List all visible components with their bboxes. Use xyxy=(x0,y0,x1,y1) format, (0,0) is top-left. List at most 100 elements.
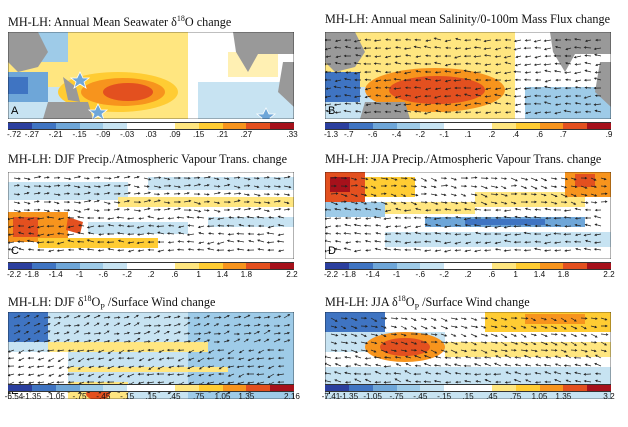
vector-arrow xyxy=(373,39,382,42)
vector-arrow xyxy=(600,185,607,188)
vector-arrow xyxy=(574,217,582,220)
vector-arrow xyxy=(514,110,522,113)
colorbar-tick-label: -.2 xyxy=(122,270,132,279)
vector-arrow xyxy=(444,87,452,91)
vector-arrow xyxy=(500,185,507,189)
colorbar-segment xyxy=(372,384,397,392)
vector-arrow xyxy=(118,349,125,354)
vector-arrow xyxy=(330,201,339,206)
vector-arrow xyxy=(494,93,502,97)
vector-arrow xyxy=(360,201,368,205)
vector-arrow xyxy=(580,201,589,204)
vector-arrow xyxy=(344,356,352,359)
vector-arrow xyxy=(390,193,397,197)
vector-arrow xyxy=(463,86,472,90)
vector-arrow xyxy=(57,217,65,221)
vector-arrow xyxy=(67,381,75,384)
vector-arrow xyxy=(350,193,359,197)
vector-arrow xyxy=(430,317,437,321)
vector-arrow xyxy=(593,86,602,90)
vector-arrow xyxy=(590,325,598,329)
vector-arrow xyxy=(524,241,532,244)
vector-arrow xyxy=(490,341,499,344)
vector-arrow xyxy=(107,223,115,227)
colorbar-segment xyxy=(396,262,421,270)
vector-arrow xyxy=(435,102,442,106)
vector-arrow xyxy=(393,372,402,375)
vector-arrow xyxy=(463,364,472,368)
vector-arrow xyxy=(393,109,402,113)
colorbar-segment xyxy=(270,122,295,130)
vector-arrow xyxy=(434,355,442,359)
vector-arrow xyxy=(256,215,265,219)
vector-arrow xyxy=(593,47,602,51)
vector-arrow xyxy=(415,103,422,107)
vector-arrow xyxy=(355,54,362,57)
vector-arrow xyxy=(267,365,275,369)
vector-arrow xyxy=(470,317,478,321)
vector-arrow xyxy=(27,373,35,377)
vector-arrow xyxy=(474,356,482,360)
vector-arrow xyxy=(564,240,572,244)
colorbar-c xyxy=(8,262,295,270)
vector-arrow xyxy=(27,349,35,352)
vector-arrow xyxy=(384,47,392,50)
vector-arrow xyxy=(18,216,25,219)
vector-arrow xyxy=(484,249,492,252)
vector-arrow xyxy=(490,177,498,180)
vector-arrow xyxy=(103,208,111,212)
vector-arrow xyxy=(534,381,542,384)
vector-arrow xyxy=(136,225,145,229)
vector-arrow xyxy=(500,349,508,353)
vector-arrow xyxy=(266,241,275,244)
vector-arrow xyxy=(233,185,241,189)
vector-arrow xyxy=(563,233,572,236)
colorbar-segment xyxy=(174,384,200,392)
vector-arrow xyxy=(463,54,472,58)
vector-arrow xyxy=(430,340,438,344)
vector-arrow xyxy=(127,233,135,236)
vector-arrow xyxy=(247,381,255,385)
vector-arrow xyxy=(77,357,85,363)
vector-arrow xyxy=(218,357,225,361)
vector-arrow xyxy=(475,380,482,383)
vector-arrow xyxy=(504,381,512,384)
vector-arrow xyxy=(544,95,552,98)
vector-arrow xyxy=(97,224,105,228)
vector-arrow xyxy=(143,316,152,319)
vector-arrow xyxy=(53,331,60,335)
vector-arrow xyxy=(243,177,251,181)
vector-arrow xyxy=(513,240,522,244)
vector-arrow xyxy=(563,216,572,219)
colorbar-tick-label: -1.4 xyxy=(48,270,63,279)
vector-arrow xyxy=(48,373,55,377)
vector-arrow xyxy=(8,225,15,229)
vector-arrow xyxy=(253,201,262,204)
vector-arrow xyxy=(383,381,392,384)
vector-arrow xyxy=(334,111,342,114)
vector-arrow xyxy=(86,239,95,243)
vector-arrow xyxy=(163,315,172,319)
vector-arrow xyxy=(594,208,602,212)
vector-arrow xyxy=(480,185,488,190)
vector-arrow xyxy=(257,349,265,354)
vector-arrow xyxy=(353,231,362,235)
vector-arrow xyxy=(440,201,448,204)
vector-arrow xyxy=(236,247,245,251)
vector-arrow xyxy=(17,224,25,228)
vector-arrow xyxy=(445,381,452,384)
vector-arrow xyxy=(540,349,549,352)
vector-arrow xyxy=(550,349,558,352)
vector-arrow xyxy=(325,55,332,58)
vector-arrow xyxy=(414,355,422,359)
panel-a: MH-LH: Annual Mean Seawater δ18O change xyxy=(7,12,308,147)
vector-arrow xyxy=(520,177,529,181)
vector-arrow xyxy=(570,325,578,330)
vector-arrow xyxy=(344,45,352,49)
vector-arrow xyxy=(350,341,358,345)
vector-arrow xyxy=(216,248,225,252)
vector-arrow xyxy=(480,349,488,354)
vector-arrow xyxy=(263,176,270,179)
vector-arrow xyxy=(510,192,518,196)
vector-arrow xyxy=(58,365,65,369)
